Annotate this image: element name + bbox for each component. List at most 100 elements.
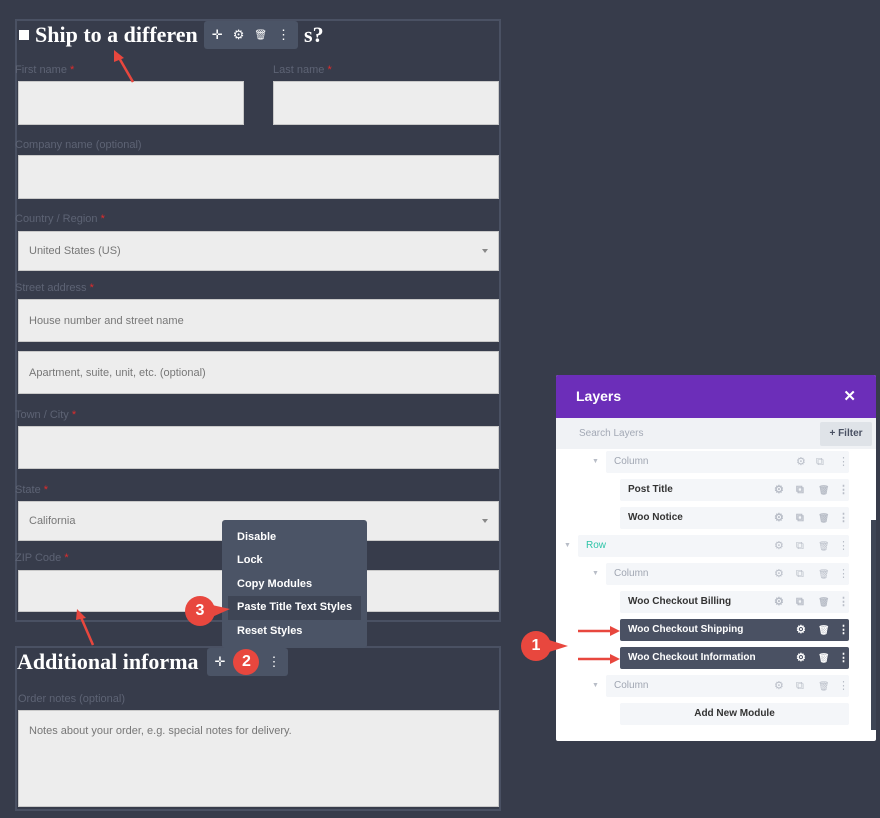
more-icon[interactable]: ⋮ [267, 654, 281, 669]
trash-icon[interactable]: 🗑 [818, 597, 830, 607]
step-badge-1: 1 [521, 631, 551, 661]
search-placeholder: Search Layers [579, 428, 644, 439]
company-label: Company name (optional) [15, 139, 142, 151]
filter-button[interactable]: + Filter [820, 422, 872, 446]
layer-row[interactable]: Column ⚙ ⧉ 🗑 ⋮ [606, 675, 849, 697]
street-label: Street address * [15, 282, 94, 294]
menu-item-disable[interactable]: Disable [237, 531, 277, 543]
layer-row[interactable]: Woo Checkout Information ⚙ 🗑 ⋮ [620, 647, 849, 669]
more-icon[interactable]: ⋮ [838, 512, 849, 524]
gear-icon[interactable]: ⚙ [796, 652, 806, 664]
gear-icon[interactable]: ⚙ [796, 624, 806, 636]
layer-row[interactable]: Woo Checkout Shipping ⚙ 🗑 ⋮ [620, 619, 849, 641]
duplicate-icon[interactable]: ⧉ [796, 512, 804, 524]
placeholder: Apartment, suite, unit, etc. (optional) [29, 366, 206, 379]
layers-panel: Layers ✕ Search Layers + Filter ▼ Column ⚙ ⧉ ⋮… [556, 375, 876, 741]
order-notes-label: Order notes (optional) [18, 693, 125, 705]
gear-icon[interactable]: ⚙ [774, 540, 784, 552]
country-label: Country / Region * [15, 213, 105, 225]
gear-icon[interactable]: ⚙ [774, 596, 784, 608]
menu-item-copy-modules[interactable]: Copy Modules [237, 577, 313, 590]
layers-header: Layers ✕ [556, 375, 876, 418]
more-icon[interactable]: ⋮ [838, 568, 849, 580]
move-icon[interactable]: ✛ [214, 654, 226, 669]
layer-row[interactable]: Column ⚙ ⧉ 🗑 ⋮ [606, 563, 849, 585]
street-input-1[interactable]: House number and street name [18, 299, 499, 342]
more-icon[interactable]: ⋮ [838, 624, 849, 636]
layer-row[interactable]: Add New Module [620, 703, 849, 725]
gear-icon[interactable]: ⚙ [774, 512, 784, 524]
layer-row[interactable]: Column ⚙ ⧉ ⋮ [606, 451, 849, 473]
move-icon[interactable]: ✛ [211, 27, 223, 42]
country-value: United States (US) [29, 245, 121, 257]
more-icon[interactable]: ⋮ [277, 27, 291, 42]
more-icon[interactable]: ⋮ [838, 596, 849, 608]
layer-label: Woo Checkout Shipping [628, 624, 744, 635]
gear-icon[interactable]: ⚙ [232, 27, 245, 42]
gear-icon[interactable]: ⚙ [774, 484, 784, 496]
layer-row[interactable]: Row ⚙ ⧉ 🗑 ⋮ [578, 535, 849, 557]
search-layers-input[interactable]: Search Layers + Filter [556, 418, 876, 449]
more-icon[interactable]: ⋮ [838, 540, 849, 552]
order-notes-textarea[interactable]: Notes about your order, e.g. special not… [18, 710, 499, 807]
layer-label: Woo Notice [628, 512, 683, 523]
collapse-toggle-icon[interactable]: ▼ [592, 458, 599, 465]
more-icon[interactable]: ⋮ [838, 484, 849, 496]
first-name-input[interactable] [18, 81, 244, 125]
shipping-heading: Ship to a differen [35, 22, 198, 47]
duplicate-icon[interactable]: ⧉ [796, 540, 804, 552]
trash-icon[interactable]: 🗑 [818, 653, 830, 663]
collapse-toggle-icon[interactable]: ▼ [592, 682, 599, 689]
collapse-toggle-icon[interactable]: ▼ [564, 542, 571, 549]
state-value: California [29, 515, 76, 527]
duplicate-icon[interactable]: ⧉ [796, 484, 804, 496]
layer-row[interactable]: Woo Checkout Billing ⚙ ⧉ 🗑 ⋮ [620, 591, 849, 613]
chevron-down-icon [482, 249, 488, 253]
town-label: Town / City * [15, 409, 77, 421]
menu-item-paste-title-text-styles[interactable]: Paste Title Text Styles [228, 596, 361, 620]
first-name-label: First name * [15, 64, 75, 76]
more-icon[interactable]: ⋮ [838, 456, 849, 468]
layer-row[interactable]: Woo Notice ⚙ ⧉ 🗑 ⋮ [620, 507, 849, 529]
layer-row[interactable]: Post Title ⚙ ⧉ 🗑 ⋮ [620, 479, 849, 501]
close-icon[interactable]: ✕ [843, 388, 856, 405]
country-select[interactable]: United States (US) [18, 231, 499, 271]
trash-icon[interactable]: 🗑 [818, 625, 830, 635]
layers-title: Layers [576, 388, 622, 404]
module-toolbar: ✛ ⚙ 🗑 ⋮ [203, 21, 299, 49]
duplicate-icon[interactable]: ⧉ [796, 568, 804, 580]
additional-heading-row: Additional informa ✛ 2 ⋮ [17, 648, 289, 676]
duplicate-icon[interactable]: ⧉ [796, 596, 804, 608]
last-name-input[interactable] [273, 81, 499, 125]
company-input[interactable] [18, 155, 499, 199]
collapse-toggle-icon[interactable]: ▼ [592, 570, 599, 577]
layer-label: Woo Checkout Information [628, 652, 756, 663]
arrow-2 [78, 614, 95, 646]
duplicate-icon[interactable]: ⧉ [796, 680, 804, 692]
more-icon[interactable]: ⋮ [838, 680, 849, 692]
gear-icon[interactable]: ⚙ [796, 456, 806, 468]
trash-icon[interactable]: 🗑 [818, 485, 830, 495]
context-menu: Disable Lock Copy Modules Paste Title Te… [222, 520, 367, 648]
town-input[interactable] [18, 426, 499, 469]
module-toolbar-2: ✛ 2 ⋮ [206, 648, 289, 676]
scrollbar[interactable] [871, 520, 876, 730]
arrow-1 [116, 55, 135, 83]
more-icon[interactable]: ⋮ [838, 652, 849, 664]
gear-icon[interactable]: ⚙ [774, 680, 784, 692]
menu-item-reset-styles[interactable]: Reset Styles [237, 624, 303, 637]
trash-icon[interactable]: 🗑 [818, 513, 830, 523]
gear-icon[interactable]: ⚙ [774, 568, 784, 580]
trash-icon[interactable]: 🗑 [818, 569, 830, 579]
layer-label: Add New Module [694, 708, 775, 719]
checkbox[interactable] [19, 30, 29, 40]
duplicate-icon[interactable]: ⧉ [816, 456, 824, 468]
step-badge-3: 3 [185, 596, 215, 626]
chevron-down-icon [482, 519, 488, 523]
trash-icon[interactable]: 🗑 [818, 541, 830, 551]
street-input-2[interactable]: Apartment, suite, unit, etc. (optional) [18, 351, 499, 394]
trash-icon[interactable]: 🗑 [254, 29, 268, 41]
trash-icon[interactable]: 🗑 [818, 681, 830, 691]
menu-item-lock[interactable]: Lock [237, 554, 263, 567]
layer-label: Woo Checkout Billing [628, 596, 732, 607]
